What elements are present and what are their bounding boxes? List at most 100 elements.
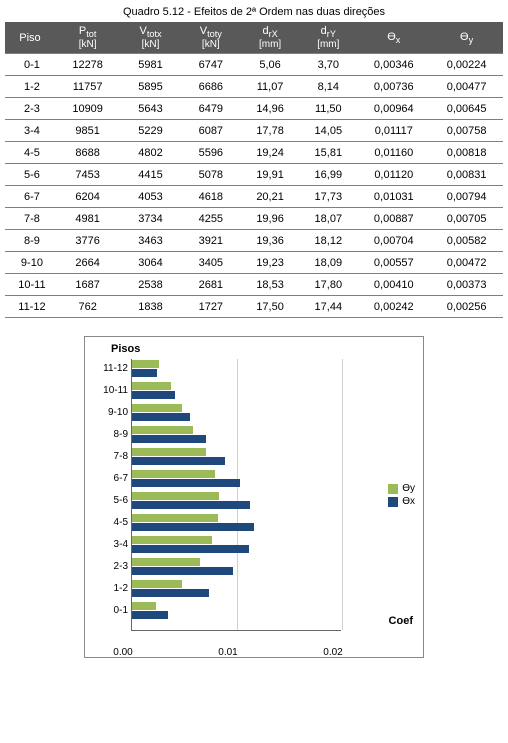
table-cell: 0-1 [5,54,55,76]
table-cell: 0,00705 [430,208,503,230]
chart-category-label: 6-7 [94,473,128,484]
table-cell: 17,73 [299,186,357,208]
chart-category-label: 1-2 [94,583,128,594]
table-row: 5-674534415507819,9116,990,011200,00831 [5,164,503,186]
chart-bar [132,589,209,597]
table-cell: 0,00582 [430,230,503,252]
table-cell: 11,07 [241,76,299,98]
table-header-cell: ϴy [430,22,503,54]
chart-category-label: 11-12 [94,363,128,374]
chart-bar [132,457,225,465]
chart-bar-group: 9-10 [132,403,341,423]
table-cell: 5229 [120,120,180,142]
table-cell: 3064 [120,252,180,274]
chart-bar [132,470,215,478]
table-cell: 4415 [120,164,180,186]
chart-bar-group: 3-4 [132,535,341,555]
table-cell: 6087 [181,120,241,142]
table-row: 1-2117575895668611,078,140,007360,00477 [5,76,503,98]
chart-bar-group: 7-8 [132,447,341,467]
table-cell: 6204 [55,186,120,208]
chart-legend-swatch [388,484,398,494]
table-cell: 1727 [181,296,241,318]
table-cell: 0,00242 [357,296,430,318]
table-cell: 17,78 [241,120,299,142]
chart-bar-group: 5-6 [132,491,341,511]
table-cell: 0,00472 [430,252,503,274]
chart-category-label: 2-3 [94,561,128,572]
table-head: PisoPtot[kN]Vtotx[kN]Vtoty[kN]drX[mm]drY… [5,22,503,54]
table-cell: 0,00758 [430,120,503,142]
table-cell: 17,50 [241,296,299,318]
table-row: 4-586884802559619,2415,810,011600,00818 [5,142,503,164]
table-cell: 19,24 [241,142,299,164]
chart-category-label: 9-10 [94,407,128,418]
chart-bar [132,435,206,443]
chart-category-label: 3-4 [94,539,128,550]
table-cell: 19,36 [241,230,299,252]
table-cell: 17,80 [299,274,357,296]
chart-bar [132,426,193,434]
table-row: 3-498515229608717,7814,050,011170,00758 [5,120,503,142]
table-cell: 15,81 [299,142,357,164]
table-cell: 0,00645 [430,98,503,120]
chart-bar [132,567,233,575]
table-row: 6-762044053461820,2117,730,010310,00794 [5,186,503,208]
chart-bar [132,413,190,421]
chart-bar [132,501,250,509]
table-cell: 762 [55,296,120,318]
chart-bar-group: 4-5 [132,513,341,533]
table-header-cell: drX[mm] [241,22,299,54]
table-cell: 18,53 [241,274,299,296]
table-cell: 10-11 [5,274,55,296]
table-row: 2-3109095643647914,9611,500,009640,00645 [5,98,503,120]
chart-category-label: 10-11 [94,385,128,396]
table-cell: 11757 [55,76,120,98]
table-cell: 8688 [55,142,120,164]
table-cell: 11-12 [5,296,55,318]
chart-bar-group: 8-9 [132,425,341,445]
table-cell: 5596 [181,142,241,164]
table-cell: 5643 [120,98,180,120]
table-cell: 0,00373 [430,274,503,296]
chart-legend-item: ϴx [388,496,415,507]
table-cell: 0,00736 [357,76,430,98]
table-cell: 14,05 [299,120,357,142]
chart-bar [132,580,182,588]
table-cell: 6-7 [5,186,55,208]
table-cell: 18,12 [299,230,357,252]
table-cell: 2681 [181,274,241,296]
table-cell: 3776 [55,230,120,252]
table-cell: 3921 [181,230,241,252]
table-cell: 4255 [181,208,241,230]
table-cell: 3405 [181,252,241,274]
table-row: 8-937763463392119,3618,120,007040,00582 [5,230,503,252]
table-cell: 10909 [55,98,120,120]
chart-legend: ϴyϴx [388,481,415,509]
table-header-cell: Ptot[kN] [55,22,120,54]
table-cell: 3734 [120,208,180,230]
table-cell: 0,00964 [357,98,430,120]
table-cell: 0,01160 [357,142,430,164]
table-cell: 16,99 [299,164,357,186]
chart-bar [132,545,249,553]
table-cell: 8,14 [299,76,357,98]
chart-bar [132,479,240,487]
table-cell: 0,00704 [357,230,430,252]
table-cell: 19,96 [241,208,299,230]
table-header-cell: Vtoty[kN] [181,22,241,54]
chart-bar [132,369,157,377]
table-row: 10-1116872538268118,5317,800,004100,0037… [5,274,503,296]
table-cell: 4981 [55,208,120,230]
chart-category-label: 4-5 [94,517,128,528]
chart-bar-group: 10-11 [132,381,341,401]
table-header-cell: drY[mm] [299,22,357,54]
chart-bar-group: 0-1 [132,601,341,621]
chart-legend-swatch [388,497,398,507]
chart-category-label: 0-1 [94,605,128,616]
chart-category-label: 7-8 [94,451,128,462]
table-row: 11-127621838172717,5017,440,002420,00256 [5,296,503,318]
table-cell: 8-9 [5,230,55,252]
table-header-cell: ϴx [357,22,430,54]
table-cell: 0,00818 [430,142,503,164]
